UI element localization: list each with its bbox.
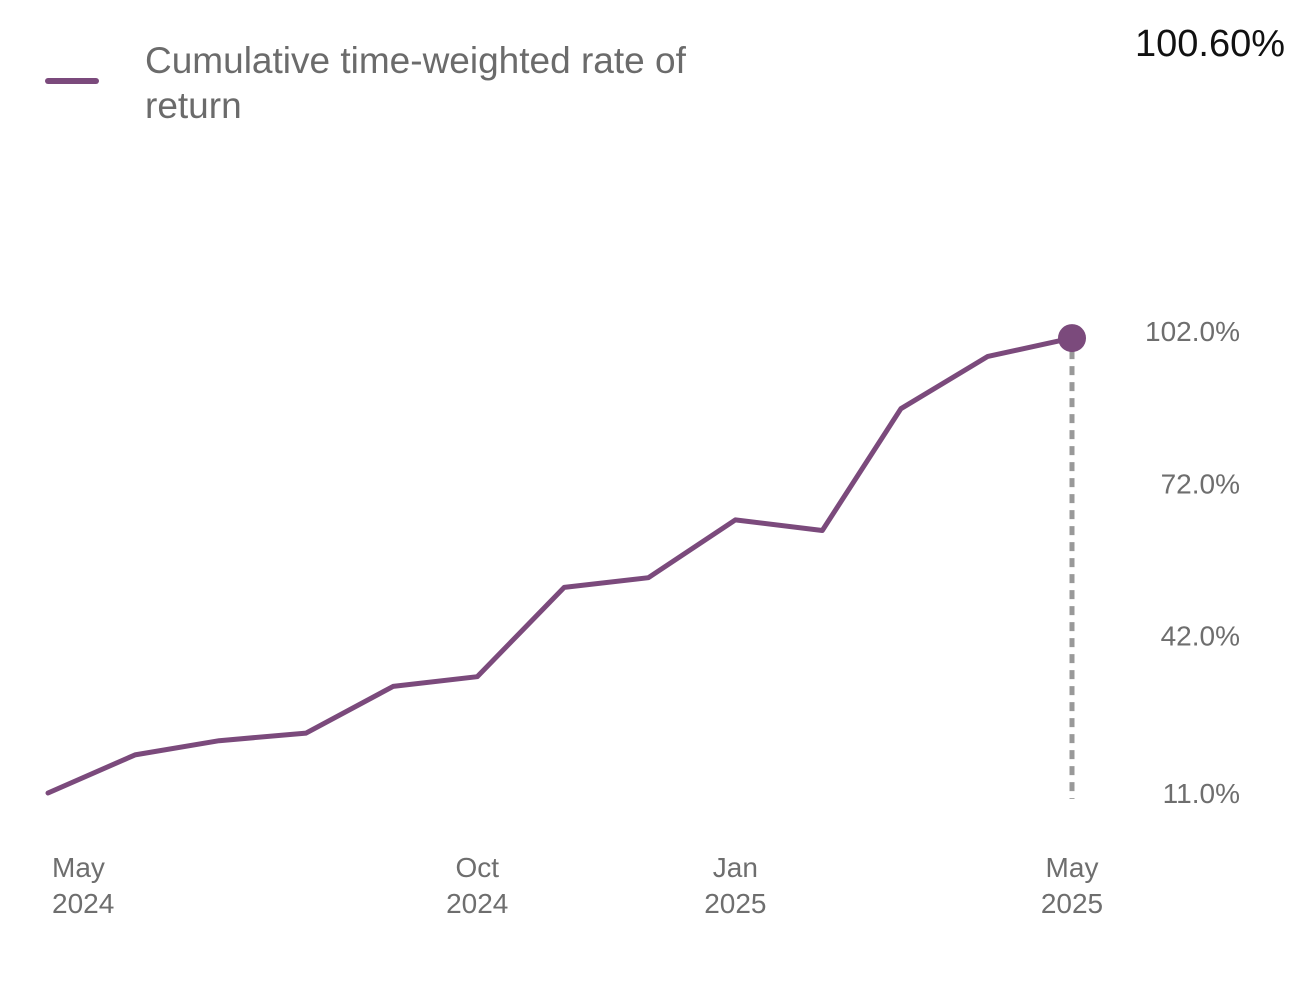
current-value-readout: 100.60% (1134, 23, 1285, 65)
x-tick-month: Jan (713, 852, 758, 883)
current-point-marker[interactable] (1058, 324, 1086, 353)
y-tick-label: 11.0% (1163, 778, 1240, 809)
y-tick-label: 102.0% (1145, 316, 1240, 347)
x-axis-ticks: May 2024 Oct 2024 Jan 2025 May 2025 (52, 852, 1103, 919)
chart-legend: Cumulative time-weighted rate of return (45, 38, 1245, 138)
y-tick-label: 72.0% (1161, 468, 1240, 499)
x-tick-year: 2024 (52, 888, 114, 919)
y-tick-label: 42.0% (1161, 621, 1240, 652)
legend-swatch (45, 78, 99, 84)
series-line (45, 335, 1075, 796)
x-tick-label: Oct 2024 (446, 852, 508, 919)
series-layer (45, 324, 1086, 799)
y-axis-ticks: 11.0% 42.0% 72.0% 102.0% (1145, 316, 1240, 809)
x-tick-year: 2025 (704, 888, 766, 919)
x-tick-month: May (52, 852, 105, 883)
x-tick-label: Jan 2025 (704, 852, 766, 919)
legend-label: Cumulative time-weighted rate of return (145, 40, 686, 126)
x-tick-month: Oct (455, 852, 499, 883)
x-tick-year: 2025 (1041, 888, 1103, 919)
x-tick-label: May 2024 (52, 852, 114, 919)
x-tick-year: 2024 (446, 888, 508, 919)
x-tick-month: May (1046, 852, 1099, 883)
x-tick-label: May 2025 (1041, 852, 1103, 919)
